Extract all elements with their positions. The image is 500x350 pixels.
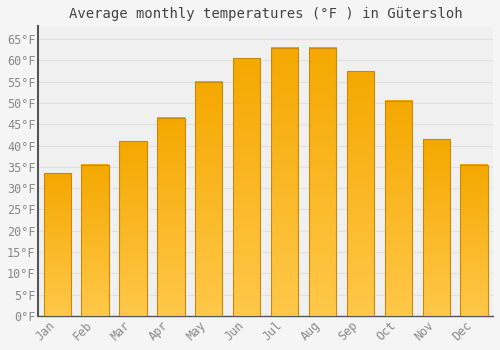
- Bar: [120, 141, 146, 316]
- Bar: [195, 82, 222, 316]
- Bar: [82, 165, 108, 316]
- Bar: [460, 165, 487, 316]
- Bar: [44, 173, 71, 316]
- Bar: [422, 139, 450, 316]
- Bar: [347, 71, 374, 316]
- Title: Average monthly temperatures (°F ) in Gütersloh: Average monthly temperatures (°F ) in Gü…: [69, 7, 462, 21]
- Bar: [309, 48, 336, 316]
- Bar: [271, 48, 298, 316]
- Bar: [384, 101, 412, 316]
- Bar: [233, 58, 260, 316]
- Bar: [157, 118, 184, 316]
